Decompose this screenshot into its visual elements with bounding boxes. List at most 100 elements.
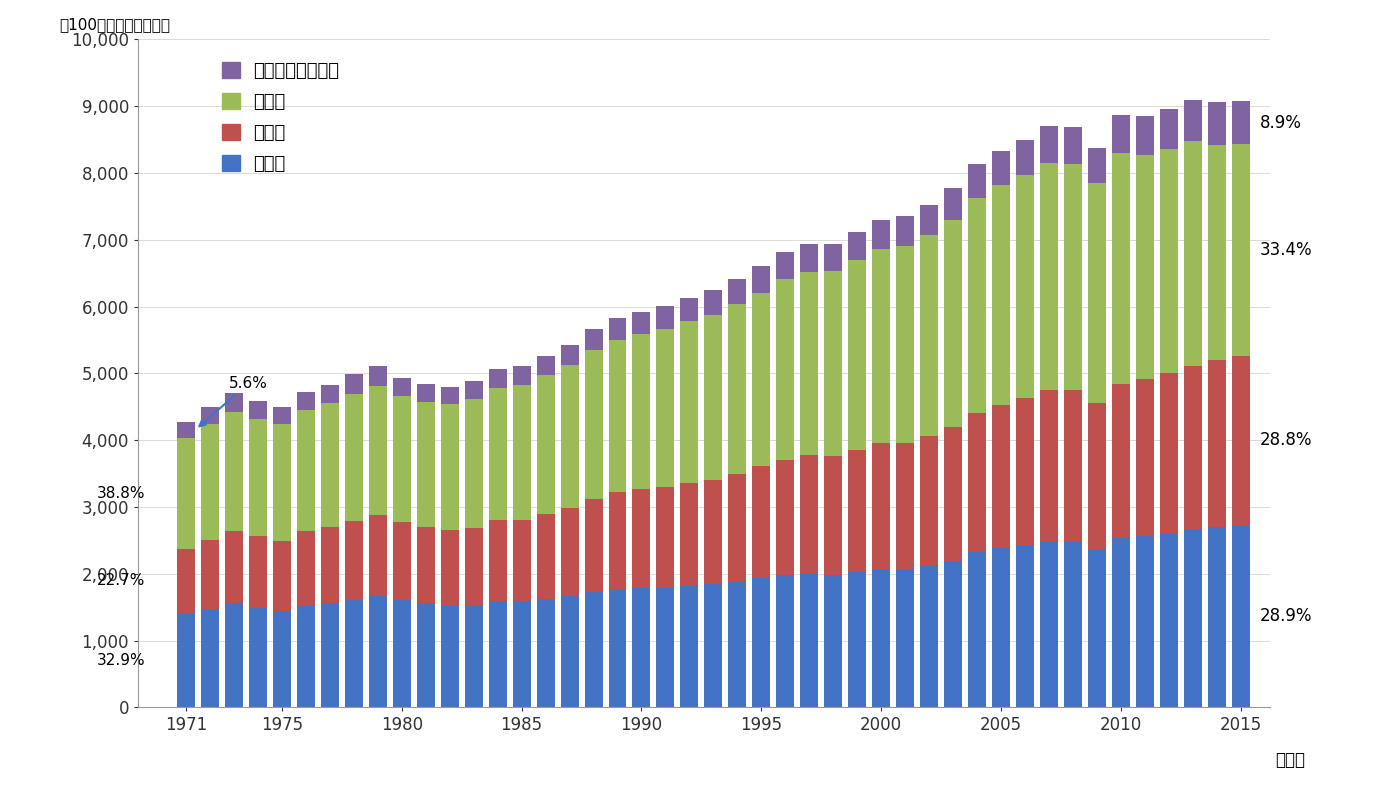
Bar: [872, 443, 890, 569]
Bar: [657, 487, 675, 588]
Bar: [632, 588, 650, 707]
Bar: [248, 419, 266, 536]
Bar: [1136, 536, 1154, 707]
Bar: [345, 601, 363, 707]
Bar: [177, 421, 195, 438]
Bar: [1041, 163, 1058, 390]
Text: 8.9%: 8.9%: [1260, 114, 1301, 131]
Bar: [1184, 100, 1202, 141]
Bar: [992, 151, 1010, 185]
Bar: [465, 399, 483, 527]
Bar: [560, 597, 578, 707]
Bar: [489, 369, 506, 387]
Bar: [273, 541, 291, 612]
Bar: [657, 588, 675, 707]
Bar: [201, 407, 219, 424]
Bar: [729, 474, 747, 582]
Bar: [729, 304, 747, 474]
Text: 28.9%: 28.9%: [1260, 607, 1312, 625]
Bar: [225, 531, 243, 603]
Bar: [609, 589, 627, 707]
Bar: [944, 220, 962, 428]
Bar: [512, 366, 530, 385]
Bar: [632, 335, 650, 490]
Text: （年）: （年）: [1275, 751, 1305, 769]
Bar: [537, 375, 555, 514]
Text: 28.8%: 28.8%: [1260, 432, 1312, 449]
Bar: [657, 329, 675, 487]
Text: 22.7%: 22.7%: [97, 574, 145, 589]
Bar: [393, 601, 411, 707]
Bar: [512, 385, 530, 520]
Bar: [1087, 402, 1105, 549]
Bar: [824, 271, 842, 456]
Bar: [585, 329, 603, 350]
Bar: [1087, 148, 1105, 183]
Bar: [896, 569, 914, 707]
Bar: [777, 575, 795, 707]
Bar: [704, 314, 722, 479]
Bar: [920, 204, 938, 235]
Bar: [465, 527, 483, 605]
Bar: [1136, 116, 1154, 155]
Bar: [680, 483, 698, 586]
Bar: [800, 455, 818, 573]
Bar: [609, 318, 627, 340]
Bar: [896, 246, 914, 443]
Bar: [752, 466, 770, 578]
Bar: [368, 597, 386, 707]
Bar: [417, 604, 435, 707]
Bar: [872, 249, 890, 443]
Bar: [393, 396, 411, 522]
Bar: [585, 350, 603, 498]
Bar: [537, 514, 555, 600]
Bar: [777, 460, 795, 575]
Bar: [201, 608, 219, 707]
Bar: [1161, 149, 1179, 373]
Bar: [512, 520, 530, 601]
Bar: [752, 578, 770, 707]
Bar: [585, 592, 603, 707]
Bar: [920, 566, 938, 707]
Bar: [1064, 390, 1082, 541]
Bar: [1112, 152, 1130, 384]
Bar: [777, 279, 795, 460]
Bar: [1016, 175, 1034, 399]
Bar: [440, 606, 458, 707]
Bar: [1184, 529, 1202, 707]
Bar: [560, 508, 578, 597]
Bar: [465, 605, 483, 707]
Bar: [1016, 545, 1034, 707]
Bar: [992, 405, 1010, 548]
Bar: [297, 531, 315, 605]
Bar: [417, 527, 435, 604]
Bar: [273, 406, 291, 424]
Bar: [440, 530, 458, 606]
Bar: [248, 608, 266, 707]
Bar: [1064, 164, 1082, 390]
Bar: [1161, 109, 1179, 149]
Bar: [297, 605, 315, 707]
Bar: [920, 235, 938, 436]
Bar: [320, 403, 338, 527]
Bar: [704, 584, 722, 707]
Bar: [1087, 549, 1105, 707]
Legend: 非エネルギー利用, 民生用, 輸送用, 産業用: 非エネルギー利用, 民生用, 輸送用, 産業用: [215, 55, 346, 181]
Bar: [1184, 366, 1202, 529]
Bar: [849, 450, 867, 572]
Bar: [1112, 384, 1130, 538]
Bar: [273, 424, 291, 541]
Bar: [1232, 144, 1250, 355]
Bar: [680, 586, 698, 707]
Bar: [440, 404, 458, 530]
Bar: [248, 536, 266, 608]
Bar: [1232, 101, 1250, 144]
Bar: [1232, 524, 1250, 707]
Bar: [393, 377, 411, 396]
Bar: [1112, 538, 1130, 707]
Bar: [1112, 115, 1130, 152]
Bar: [1064, 127, 1082, 164]
Bar: [992, 548, 1010, 707]
Bar: [368, 386, 386, 515]
Bar: [1136, 380, 1154, 536]
